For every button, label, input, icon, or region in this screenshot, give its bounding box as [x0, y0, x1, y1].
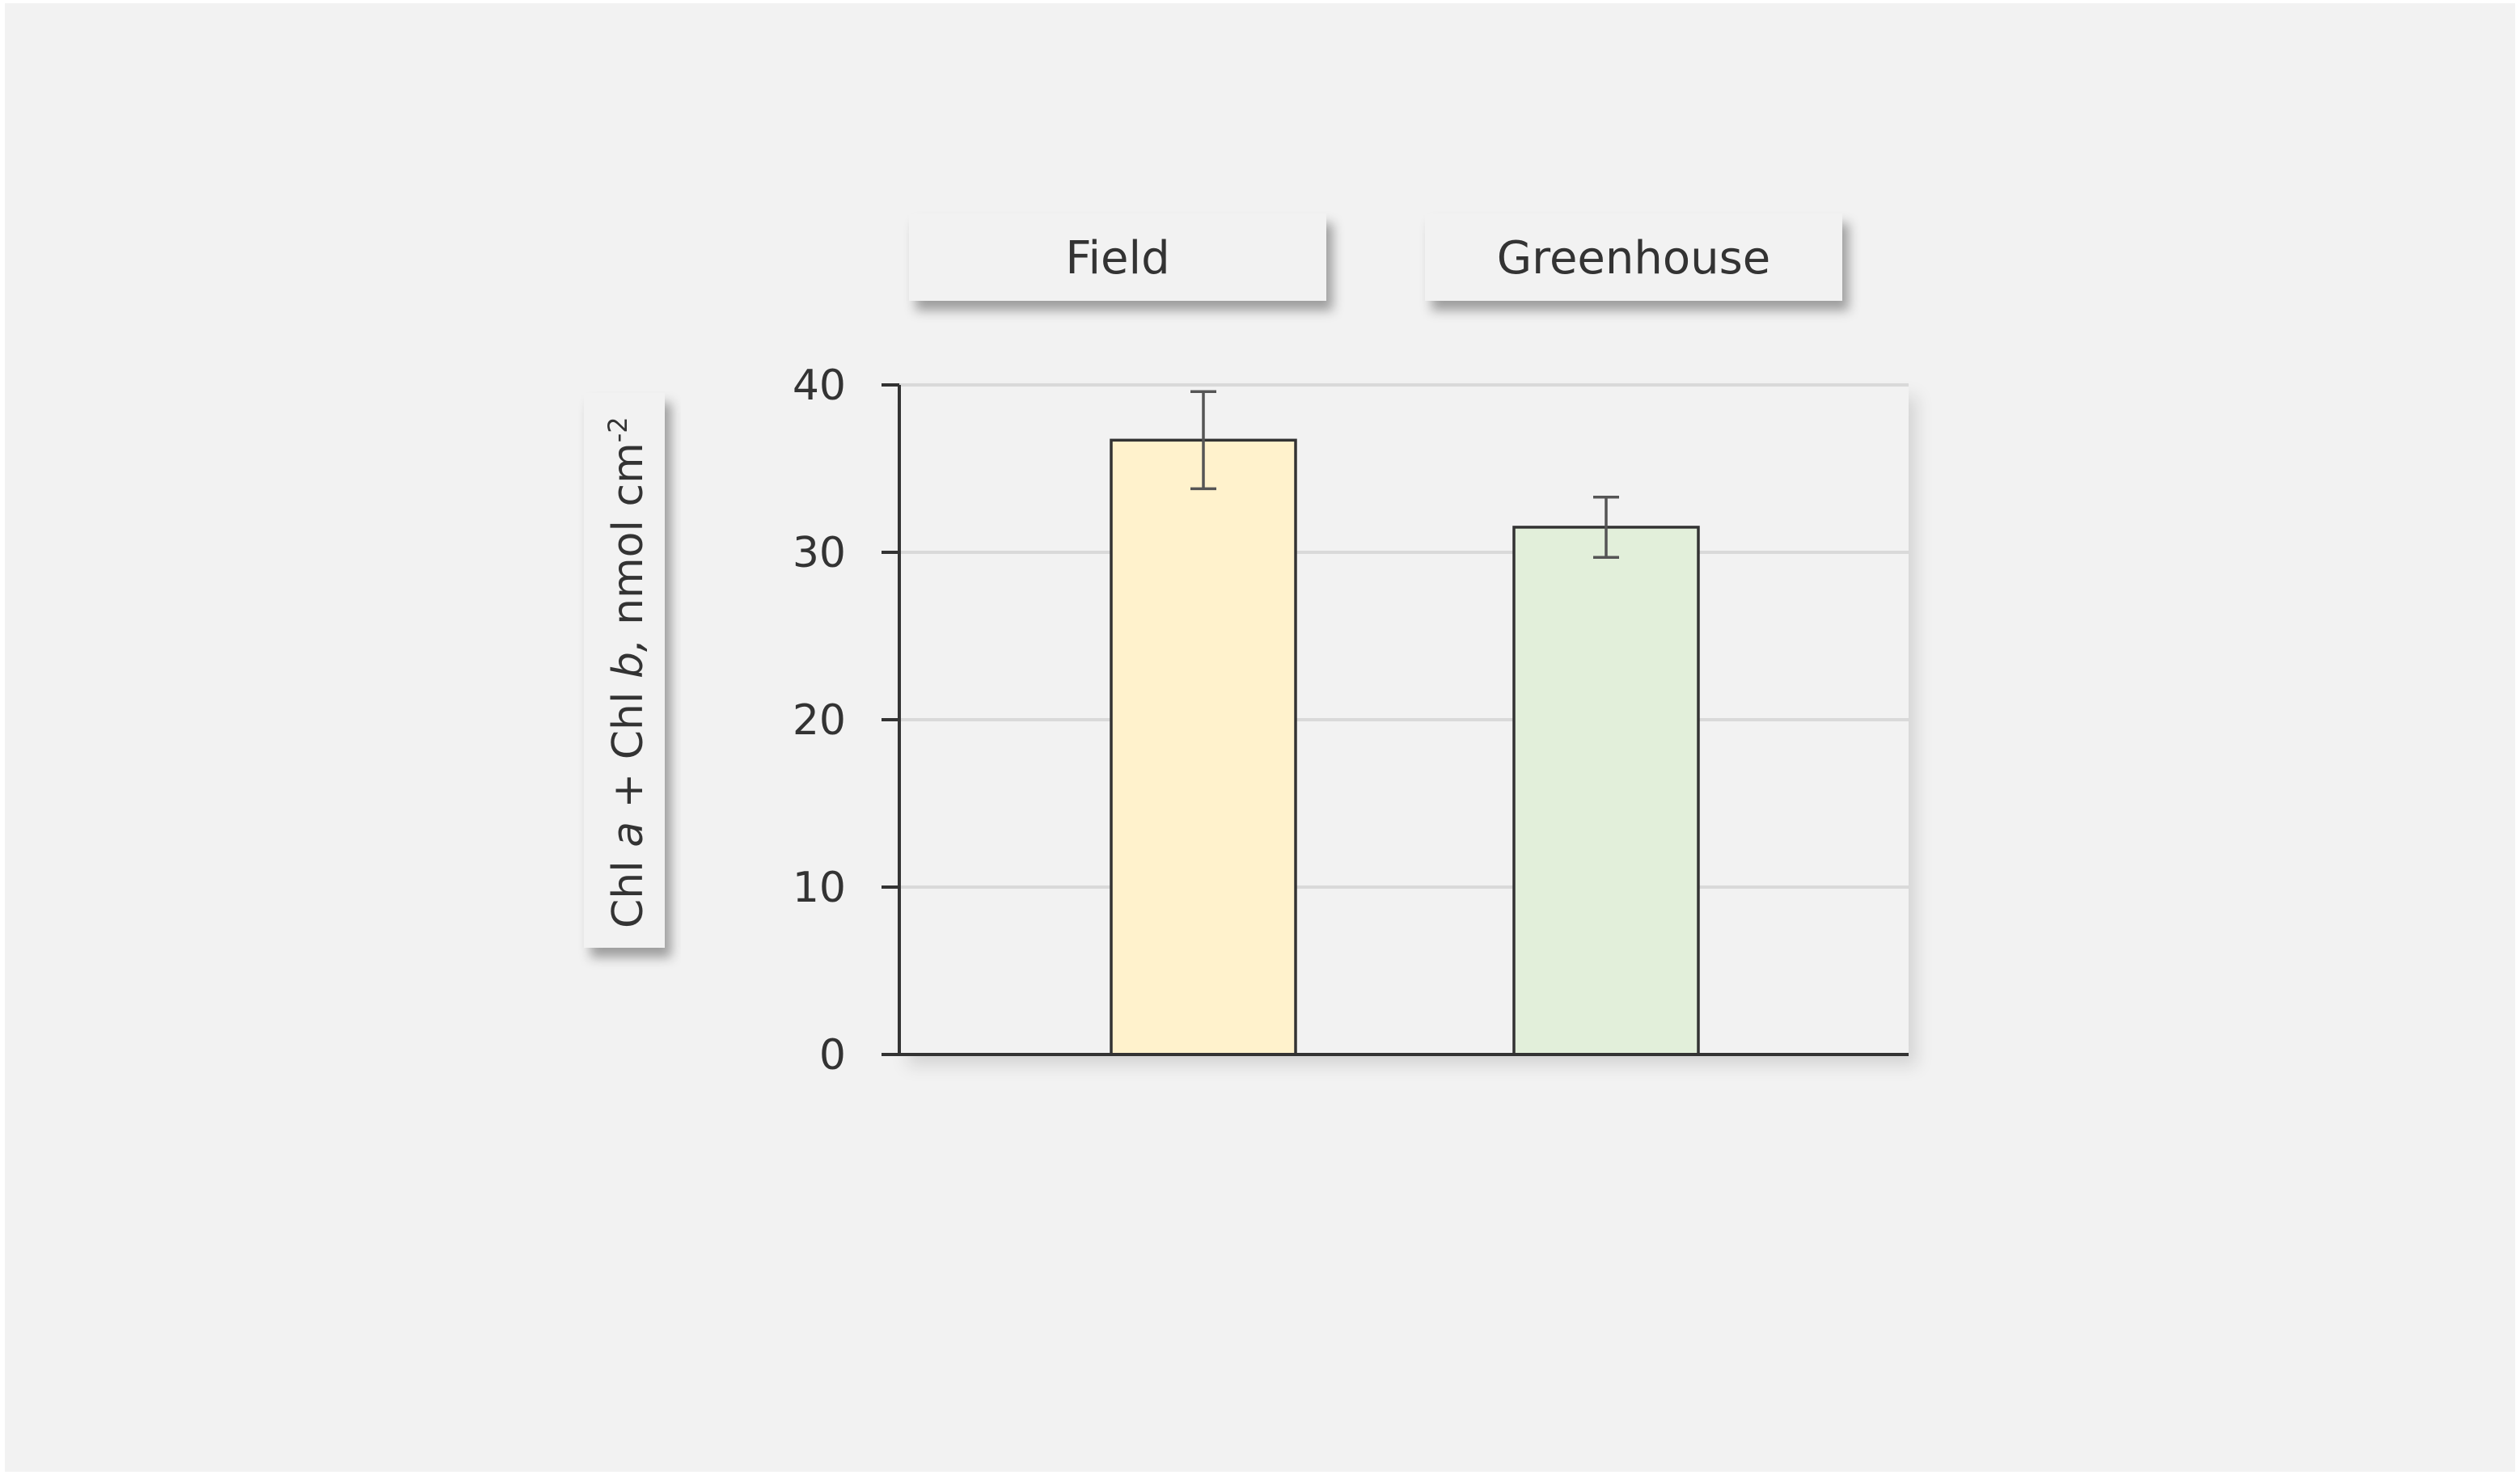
- error-bars: [1190, 390, 1619, 559]
- category-header-field: Field: [909, 213, 1326, 301]
- category-label: Field: [1065, 232, 1169, 285]
- error-bar-greenhouse: [1593, 495, 1619, 559]
- y-tick-label: 0: [819, 1031, 846, 1080]
- category-header-greenhouse: Greenhouse: [1425, 213, 1842, 301]
- y-axis-label-background: [584, 393, 665, 948]
- y-tick-label: 20: [793, 696, 846, 745]
- y-tick-labels: 0 10 20 30 40: [793, 361, 846, 1080]
- bar-greenhouse: [1512, 526, 1700, 1056]
- y-tick-label: 10: [793, 864, 846, 912]
- bar-field: [1110, 438, 1297, 1056]
- axes: [882, 383, 1909, 1056]
- error-bar-field: [1190, 390, 1216, 491]
- y-tick-label: 40: [793, 361, 846, 410]
- category-label: Greenhouse: [1497, 232, 1770, 285]
- y-tick-label: 30: [793, 529, 846, 577]
- category-headers: Field Greenhouse: [909, 213, 1842, 301]
- y-axis-label: Chl a + Chl b, nmol cm-2: [603, 416, 653, 928]
- grid-lines: [899, 383, 1909, 889]
- y-axis-label-box: Chl a + Chl b, nmol cm-2: [584, 393, 665, 948]
